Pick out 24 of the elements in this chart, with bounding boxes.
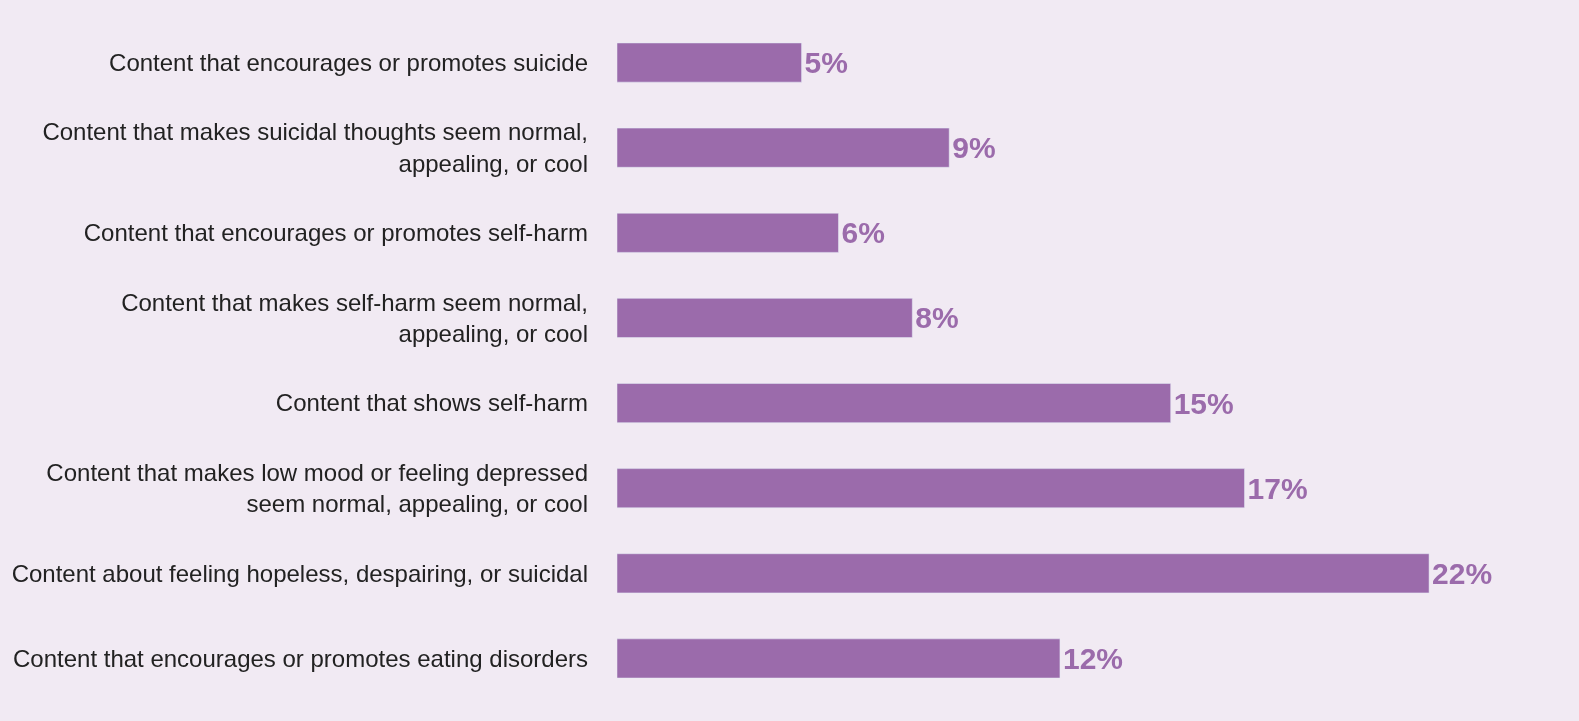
bar — [617, 383, 1171, 423]
y-tick-label: Content that makes low mood or feeling depressed seem normal, appealing, or cool — [46, 458, 588, 518]
data-label: 12% — [1062, 641, 1123, 675]
y-tick-label: Content about feeling hopeless, despairing, or suicidal — [11, 559, 588, 587]
data-label: 5% — [804, 46, 848, 80]
data-label: 17% — [1247, 471, 1308, 505]
bar — [617, 127, 950, 168]
bar — [617, 212, 839, 253]
data-label: 6% — [841, 216, 885, 250]
data-label: 15% — [1173, 386, 1234, 420]
bar — [617, 298, 913, 338]
bar — [617, 42, 802, 83]
bar — [617, 553, 1430, 594]
y-tick-label: Content that makes suicidal thoughts seem normal, appealing, or cool — [42, 118, 588, 177]
y-tick-label: Content that encourages or promotes suicide — [109, 48, 588, 76]
y-tick-label: Content that encourages or promotes eating disorders — [12, 644, 588, 672]
y-tick-label: Content that encourages or promotes self-harm — [83, 219, 588, 247]
data-label: 8% — [915, 301, 959, 335]
data-label: 22% — [1432, 556, 1493, 590]
y-tick-label: Content that shows self-harm — [275, 389, 588, 417]
bar — [617, 638, 1061, 679]
data-label: 9% — [952, 131, 996, 165]
y-tick-label: Content that makes self-harm seem normal, appealing, or cool — [121, 288, 588, 347]
bar — [617, 468, 1245, 509]
